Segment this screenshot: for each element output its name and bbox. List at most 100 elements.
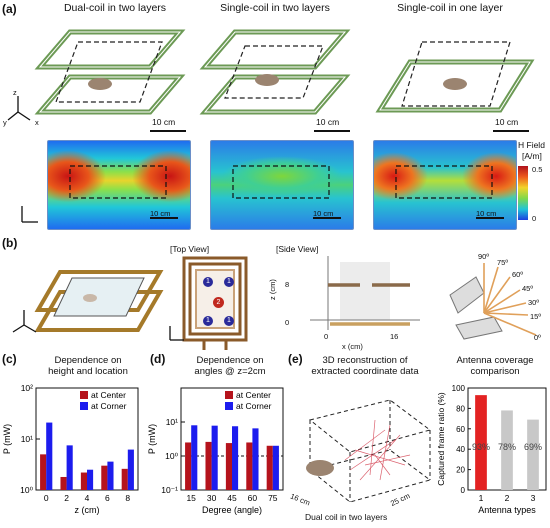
e-xtick-label: 2 [505, 493, 510, 503]
coverage-title-1: Antenna coverage [456, 355, 534, 366]
e-ytick-label: 0 [461, 486, 466, 495]
c-bar-center [60, 476, 67, 490]
axes-2d-a [21, 206, 38, 223]
d-bar-corner [211, 425, 218, 490]
marker-1-bottom-left: 1 [203, 316, 213, 326]
e-bar [475, 395, 487, 490]
d-bar-corner [232, 426, 239, 490]
d-legend-label: at Corner [236, 401, 272, 411]
side-xtick-16: 16 [390, 332, 399, 341]
colorbar-max: 0.5 [532, 165, 543, 174]
colorbar-min: 0 [532, 214, 537, 223]
recon-title-2: extracted coordinate data [311, 366, 419, 377]
panel-a-title-2: Single-coil in two layers [220, 2, 330, 14]
d-xtick-label: 45 [227, 493, 237, 503]
c-bar-corner [66, 445, 73, 490]
axis-z-a: z [13, 88, 17, 97]
e-ytick-label: 40 [456, 445, 465, 454]
side-ytick-8: 8 [285, 280, 290, 289]
e-bar [527, 419, 539, 490]
c-xtick-label: 4 [85, 493, 90, 503]
angle-30: 30º [528, 298, 540, 307]
angle-15: 15º [530, 312, 542, 321]
d-ytick-label: 10¹ [166, 417, 178, 427]
side-view-plot [310, 256, 420, 330]
heat-scale-label-2: 10 cm [313, 209, 334, 218]
panel-c-title-2: height and location [48, 366, 128, 377]
c-ytick-label: 10¹ [21, 434, 33, 444]
panel-c-title-1: Dependence on [54, 355, 122, 366]
e-xtick-label: 1 [479, 493, 484, 503]
d-legend-label: at Center [236, 390, 271, 400]
d-xlabel: Degree (angle) [202, 505, 262, 515]
c-xlabel: z (cm) [75, 505, 100, 515]
panel-a-label: (a) [2, 2, 17, 16]
c-bar-center [101, 465, 108, 490]
c-legend-label: at Corner [91, 401, 127, 411]
setup-3d [34, 270, 164, 332]
c-xtick-label: 8 [125, 493, 130, 503]
side-xlabel: x (cm) [342, 342, 363, 351]
chart-panel-e: 0 20 40 60 80 100 93% 1 78% 2 69% 3 Antenna types Cap… [436, 384, 547, 515]
e-bar-value-label: 69% [524, 442, 542, 452]
c-ytick-label: 10² [21, 383, 33, 393]
scale-bar-2 [314, 130, 350, 132]
e-xtick-label: 3 [531, 493, 536, 503]
e-xlabel: Antenna types [478, 505, 536, 515]
top-view-title: [Top View] [170, 244, 210, 254]
d-legend-swatch [225, 402, 233, 410]
e-ylabel: Captured frame ratio (%) [436, 392, 446, 486]
coil-single-one-layer [375, 41, 535, 113]
e-ytick-label: 80 [456, 404, 465, 413]
coverage-title-2: comparison [470, 366, 520, 377]
chart-panel-d: 10⁻¹ 10⁰ 10¹ 15 30 45 60 75 Degree (angle) P (mW)… [147, 387, 284, 515]
colorbar [518, 166, 528, 220]
d-bar-corner [272, 445, 279, 490]
c-xtick-label: 0 [44, 493, 49, 503]
d-bar-center [266, 445, 273, 490]
coil-illustrations [7, 29, 535, 121]
marker-1-bottom-right: 1 [224, 316, 234, 326]
c-bar-center [121, 468, 128, 490]
c-ylabel: P (mW) [2, 424, 12, 454]
d-bar-center [185, 442, 192, 490]
c-xtick-label: 2 [64, 493, 69, 503]
angle-90: 90º [478, 252, 490, 261]
panel-b-label: (b) [2, 236, 18, 250]
scale-label-2: 10 cm [316, 117, 340, 127]
d-ytick-label: 10⁻¹ [161, 485, 178, 495]
colorbar-title: H Field [518, 140, 545, 150]
c-bar-corner [107, 461, 114, 490]
angle-60: 60º [512, 270, 524, 279]
c-ytick-label: 10⁰ [20, 485, 33, 495]
panel-e-label: (e) [288, 352, 303, 366]
panel-d-label: (d) [150, 352, 166, 366]
recon-caption: Dual coil in two layers [305, 512, 388, 522]
axis-y-a: y [3, 118, 7, 127]
c-bar-corner [87, 469, 94, 490]
e-ytick-label: 100 [452, 384, 466, 393]
d-bar-center [225, 443, 232, 490]
angle-0: 0º [534, 333, 541, 342]
panel-a-title-3: Single-coil in one layer [397, 2, 503, 14]
panel-a-title-1: Dual-coil in two layers [63, 2, 167, 14]
c-legend-swatch [80, 391, 88, 399]
colorbar-unit: [A/m] [522, 151, 542, 161]
side-view-title: [Side View] [276, 244, 319, 254]
panel-b-graphics [12, 256, 537, 350]
d-xtick-label: 75 [268, 493, 278, 503]
d-legend-swatch [225, 391, 233, 399]
panel-d-title-1: Dependence on [196, 355, 264, 366]
panel-c-label: (c) [2, 352, 17, 366]
coil-dual-two-layer [34, 29, 186, 115]
heat-scale-label-1: 10 cm [150, 209, 171, 218]
recon-title-1: 3D reconstruction of [322, 355, 408, 366]
e-ytick-label: 20 [456, 466, 465, 475]
d-bar-corner [252, 428, 259, 490]
coil-single-two-layer [199, 29, 351, 115]
axis-x-a: x [35, 118, 39, 127]
scale-label-3: 10 cm [495, 117, 519, 127]
d-ylabel: P (mW) [147, 424, 157, 454]
c-bar-corner [127, 449, 134, 490]
